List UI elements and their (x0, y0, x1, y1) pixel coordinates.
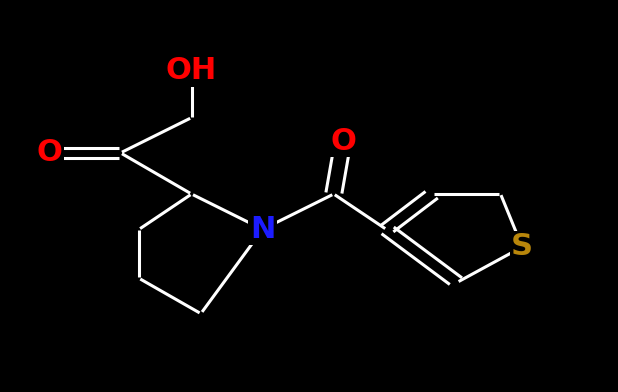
Text: O: O (330, 127, 356, 156)
Text: S: S (511, 232, 533, 261)
Text: N: N (250, 215, 276, 244)
Text: O: O (36, 138, 62, 167)
Text: OH: OH (166, 56, 217, 85)
